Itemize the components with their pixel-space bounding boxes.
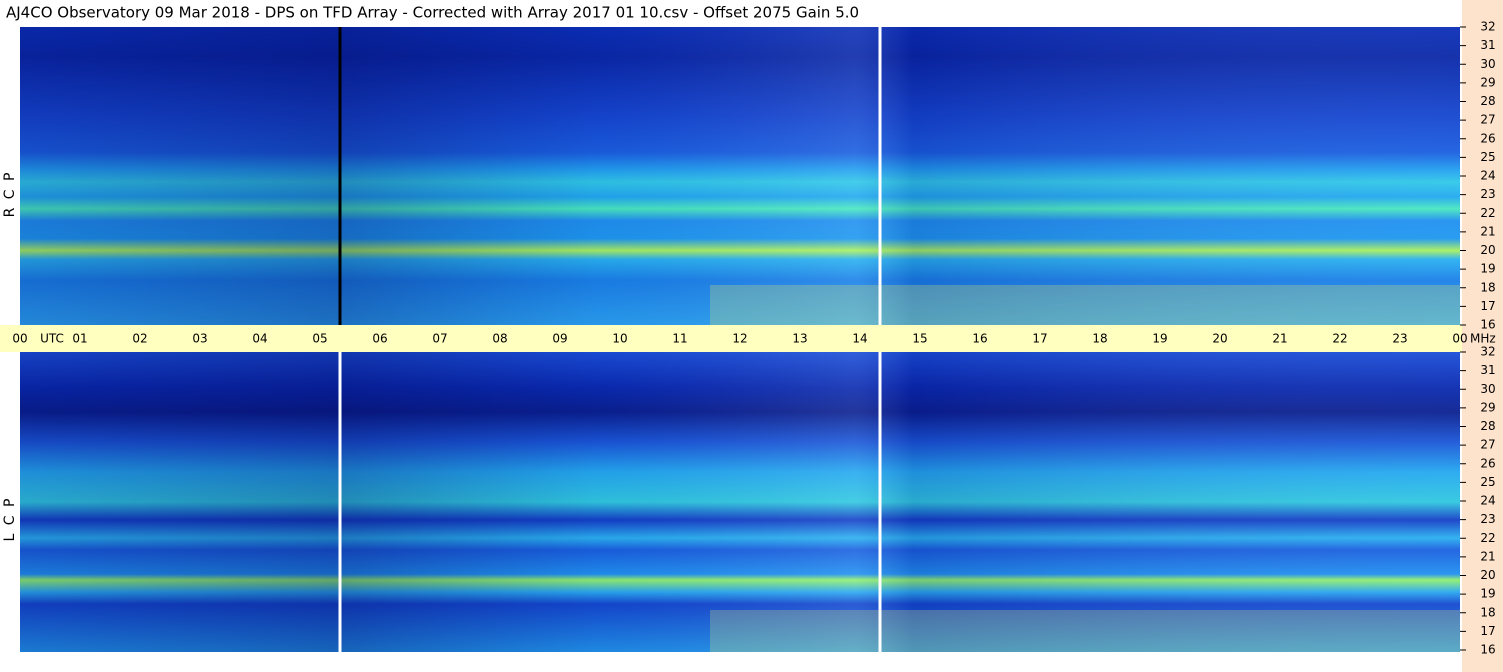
freq-tick-label: 22: [1480, 531, 1495, 545]
freq-tick-label: 23: [1480, 512, 1495, 526]
freq-tick-label: 31: [1480, 38, 1495, 52]
time-label: 11: [672, 332, 687, 346]
freq-tick-label: 22: [1480, 206, 1495, 220]
freq-tick-label: 17: [1480, 299, 1495, 313]
time-label: 21: [1272, 332, 1287, 346]
time-label: 03: [192, 332, 207, 346]
title: AJ4CO Observatory 09 Mar 2018 - DPS on T…: [6, 4, 859, 22]
time-label: 05: [312, 332, 327, 346]
freq-tick-label: 21: [1480, 224, 1495, 238]
spectrum-shade: [20, 27, 1460, 325]
freq-tick-label: 30: [1480, 382, 1495, 396]
time-label: 12: [732, 332, 747, 346]
freq-tick-label: 32: [1480, 20, 1495, 34]
freq-tick-label: 18: [1480, 280, 1495, 294]
time-label: 18: [1092, 332, 1107, 346]
freq-tick-label: 32: [1480, 345, 1495, 359]
freq-tick-label: 24: [1480, 494, 1495, 508]
freq-tick-label: 18: [1480, 605, 1495, 619]
freq-tick-label: 21: [1480, 549, 1495, 563]
time-label: 17: [1032, 332, 1047, 346]
freq-tick-label: 25: [1480, 475, 1495, 489]
freq-tick-label: 31: [1480, 363, 1495, 377]
freq-tick-label: 16: [1480, 318, 1495, 332]
time-label: 23: [1392, 332, 1407, 346]
freq-tick-label: 27: [1480, 438, 1495, 452]
time-label: 06: [372, 332, 387, 346]
freq-tick-label: 26: [1480, 456, 1495, 470]
time-label: 04: [252, 332, 267, 346]
freq-tick-label: 29: [1480, 75, 1495, 89]
time-label: 09: [552, 332, 567, 346]
right-strip: [1462, 0, 1503, 672]
panel-lcp: [20, 352, 1460, 652]
time-label: 01: [72, 332, 87, 346]
freq-tick-label: 26: [1480, 131, 1495, 145]
spectrum-shade: [20, 352, 1460, 652]
interference: [710, 285, 1460, 325]
freq-tick-label: 16: [1480, 643, 1495, 657]
time-label: 16: [972, 332, 987, 346]
freq-tick-label: 17: [1480, 624, 1495, 638]
freq-tick-label: 23: [1480, 187, 1495, 201]
freq-tick-label: 19: [1480, 262, 1495, 276]
time-label: 15: [912, 332, 927, 346]
freq-tick-label: 19: [1480, 587, 1495, 601]
time-label: 19: [1152, 332, 1167, 346]
time-label: 07: [432, 332, 447, 346]
time-axis-band: [0, 325, 1462, 352]
time-unit: UTC: [40, 332, 64, 346]
freq-unit: MHz: [1470, 332, 1496, 346]
interference: [710, 610, 1460, 652]
time-label: 14: [852, 332, 867, 346]
time-label: 08: [492, 332, 507, 346]
time-label: 00: [1452, 332, 1467, 346]
panel-rcp: [20, 27, 1460, 325]
freq-tick-label: 20: [1480, 568, 1495, 582]
freq-tick-label: 30: [1480, 57, 1495, 71]
freq-tick-label: 28: [1480, 419, 1495, 433]
freq-tick-label: 27: [1480, 113, 1495, 127]
freq-tick-label: 20: [1480, 243, 1495, 257]
time-label: 02: [132, 332, 147, 346]
time-label: 22: [1332, 332, 1347, 346]
panel-label: L C P: [2, 497, 18, 542]
freq-tick-label: 25: [1480, 150, 1495, 164]
panel-label: R C P: [2, 171, 18, 218]
time-label: 20: [1212, 332, 1227, 346]
freq-tick-label: 29: [1480, 400, 1495, 414]
time-label: 00: [12, 332, 27, 346]
freq-tick-label: 24: [1480, 169, 1495, 183]
time-label: 13: [792, 332, 807, 346]
time-label: 10: [612, 332, 627, 346]
freq-tick-label: 28: [1480, 94, 1495, 108]
